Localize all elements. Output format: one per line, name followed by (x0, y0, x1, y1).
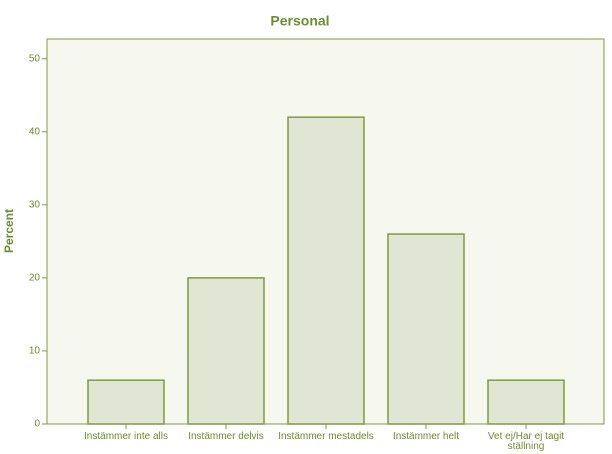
y-tick-label: 20 (29, 273, 41, 284)
y-tick-label: 10 (29, 346, 41, 357)
x-tick-label: Instämmer mestadels (278, 431, 374, 442)
y-tick-label: 30 (29, 199, 41, 210)
y-tick-label: 0 (34, 419, 40, 430)
x-tick-label: Instämmer delvis (188, 431, 264, 442)
y-tick-label: 50 (29, 53, 41, 64)
x-tick-label: Vet ej/Har ej tagit ställning (487, 431, 565, 452)
bar (287, 116, 365, 425)
x-tick-label: Instämmer helt (392, 431, 460, 442)
x-tick-label: Instämmer inte alls (84, 431, 168, 442)
chart-title: Personal (270, 13, 329, 29)
bar (87, 379, 165, 425)
y-axis-label: Percent (2, 209, 16, 253)
bar (187, 277, 265, 425)
bar (487, 379, 565, 425)
y-tick-label: 40 (29, 126, 41, 137)
bar (387, 233, 465, 425)
